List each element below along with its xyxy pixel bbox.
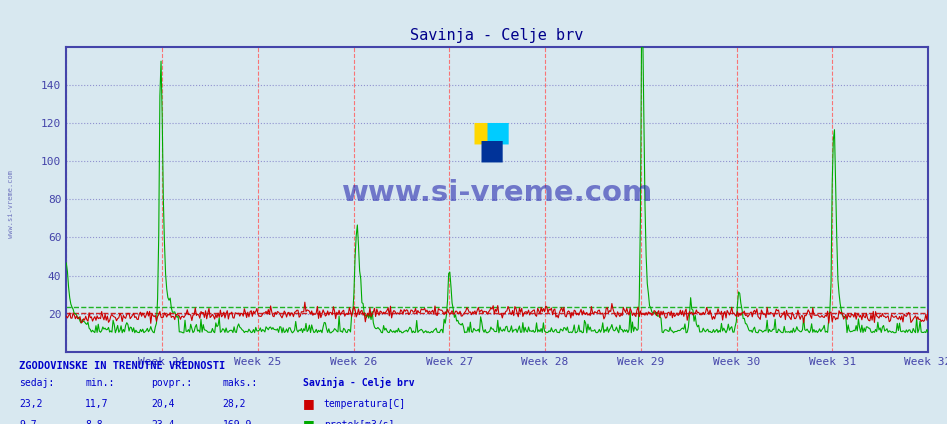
Text: ■: ■ — [303, 397, 314, 410]
Text: ■: ■ — [471, 118, 497, 146]
Text: ■: ■ — [485, 118, 511, 146]
Text: sedaj:: sedaj: — [19, 378, 54, 388]
Text: 28,2: 28,2 — [223, 399, 246, 409]
Text: min.:: min.: — [85, 378, 115, 388]
Text: Savinja - Celje brv: Savinja - Celje brv — [303, 377, 415, 388]
Title: Savinja - Celje brv: Savinja - Celje brv — [410, 28, 584, 43]
Text: pretok[m3/s]: pretok[m3/s] — [324, 420, 394, 424]
Text: 23,2: 23,2 — [19, 399, 43, 409]
Text: 169,9: 169,9 — [223, 420, 252, 424]
Text: ■: ■ — [303, 418, 314, 424]
Text: maks.:: maks.: — [223, 378, 258, 388]
Text: 23,4: 23,4 — [152, 420, 175, 424]
Text: 20,4: 20,4 — [152, 399, 175, 409]
Text: www.si-vreme.com: www.si-vreme.com — [342, 179, 652, 207]
Text: www.si-vreme.com: www.si-vreme.com — [9, 170, 14, 237]
Text: 9,7: 9,7 — [19, 420, 37, 424]
Text: ZGODOVINSKE IN TRENUTNE VREDNOSTI: ZGODOVINSKE IN TRENUTNE VREDNOSTI — [19, 361, 225, 371]
Text: 11,7: 11,7 — [85, 399, 109, 409]
Text: povpr.:: povpr.: — [152, 378, 192, 388]
Text: ■: ■ — [478, 137, 504, 165]
Text: temperatura[C]: temperatura[C] — [324, 399, 406, 409]
Text: 8,8: 8,8 — [85, 420, 103, 424]
